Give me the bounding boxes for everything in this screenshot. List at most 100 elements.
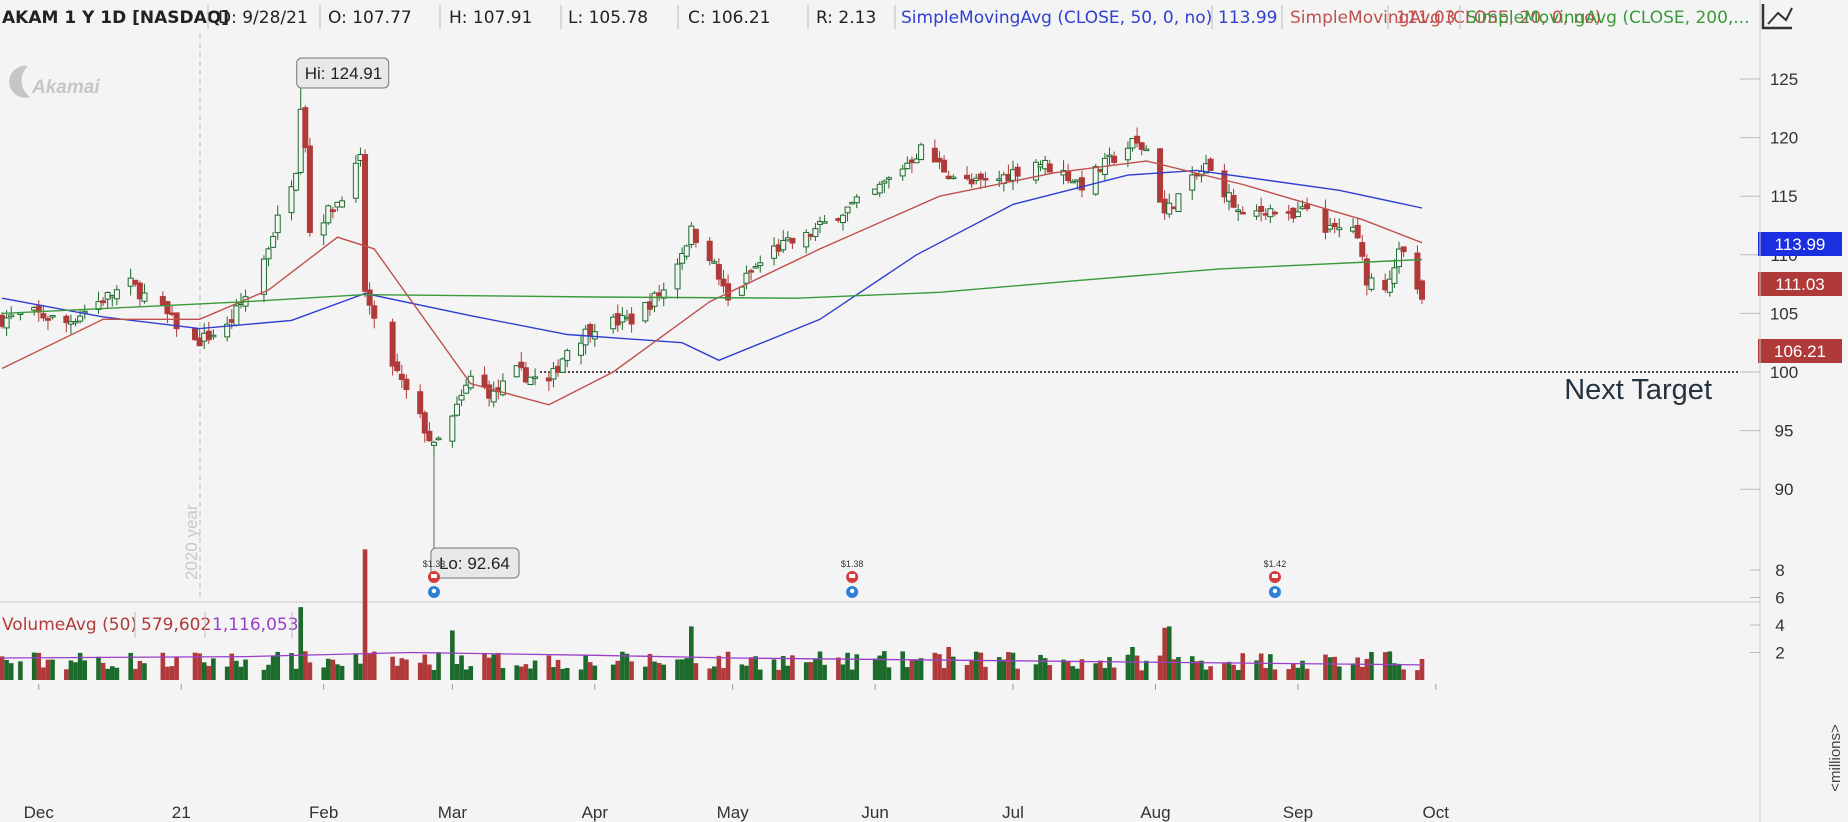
volume-bar [900, 651, 906, 680]
volume-bar [790, 655, 795, 680]
candle-body [513, 365, 520, 378]
volume-bar [224, 666, 230, 680]
volume-bar [371, 651, 377, 680]
volume-bar [693, 663, 699, 680]
volume-bar [1359, 666, 1365, 680]
time-tick-label: Jul [1002, 803, 1024, 822]
candle-body [449, 415, 456, 442]
candle-body [752, 266, 759, 269]
volume-bar [165, 666, 170, 680]
volume-bar [142, 663, 147, 680]
time-tick-label: Sep [1283, 803, 1313, 822]
volume-bar [201, 662, 207, 680]
candle-body [711, 261, 718, 264]
next-target-label: Next Target [1564, 374, 1712, 406]
volume-bar [1102, 667, 1108, 680]
price-axis: 9095100105110115120125 [1740, 70, 1798, 499]
candle-body [1138, 142, 1145, 150]
candle-body [812, 228, 819, 237]
volume-bar [1157, 655, 1163, 680]
volume-bar [707, 668, 713, 680]
volume-bar [325, 658, 331, 680]
volume-bar [64, 669, 69, 680]
range-label: R: 2.13 [816, 8, 876, 28]
time-tick-label: Dec [24, 803, 55, 822]
candle-body [1354, 224, 1361, 239]
volume-bar [1291, 663, 1296, 680]
candle-body [1111, 155, 1118, 163]
volume-bar [4, 659, 9, 680]
drawing-tool-icon[interactable] [1761, 4, 1793, 30]
candle-body [578, 342, 585, 356]
volume-bar [1125, 654, 1131, 680]
candle-body [1189, 174, 1196, 191]
volume-bar [514, 665, 519, 680]
candle-body [274, 214, 281, 234]
volume-bar [937, 654, 942, 680]
candle-body [1032, 161, 1039, 181]
volume-bar [1240, 653, 1246, 680]
volume-bar [427, 664, 432, 680]
volume-bar [1382, 652, 1388, 680]
candle-body [913, 158, 920, 164]
volume-bar [1323, 654, 1328, 680]
volume-bar [872, 658, 878, 680]
volume-bar [1336, 666, 1342, 680]
candle-body [720, 278, 727, 287]
volume-bar [394, 665, 400, 680]
candle-body [1069, 180, 1076, 184]
volume-bar [1415, 670, 1420, 680]
candle-body [1363, 258, 1370, 286]
volume-bar [303, 651, 308, 680]
volume-bar [877, 655, 883, 680]
candle-body [1368, 277, 1375, 290]
volume-bar [983, 666, 988, 680]
symbol-label: AKAM 1 Y 1D [NASDAQ] [2, 8, 229, 28]
logo-text: Akamai [31, 77, 100, 98]
earnings-icon-mark [1272, 588, 1278, 594]
volume-bar [500, 667, 506, 680]
candle-body [1157, 148, 1164, 203]
candle-body [499, 380, 506, 396]
volume-bar [656, 662, 662, 680]
candle-body [224, 323, 231, 338]
price-tick-label: 100 [1770, 363, 1798, 382]
volume-bar [739, 664, 745, 680]
volume-bar [298, 607, 304, 680]
volume-bar [1419, 658, 1425, 680]
volume-bar [1258, 653, 1264, 680]
volume-bar [36, 652, 42, 680]
volume-bar [578, 669, 584, 680]
candle-body [844, 206, 851, 214]
volume-bar [293, 668, 299, 680]
candle-body [1092, 166, 1099, 195]
price-tick-label: 115 [1770, 187, 1797, 206]
candle-body [173, 312, 180, 330]
volume-bar [1387, 651, 1393, 680]
volume-bar [1001, 659, 1007, 680]
candle-body [260, 258, 267, 295]
volume-bar [31, 652, 37, 680]
candle-body [394, 361, 401, 372]
candle-body [931, 147, 938, 163]
candle-body [371, 305, 378, 319]
time-tick-label: May [717, 803, 750, 822]
dividend-icon-mark [1271, 574, 1278, 578]
volume-bar [1038, 654, 1043, 680]
volume-bar [234, 660, 239, 680]
volume-bar [803, 662, 809, 680]
price-tags: 113.99 111.03 106.21 [1758, 232, 1842, 363]
volume-bar [1047, 665, 1053, 680]
close-label: C: 106.21 [688, 8, 771, 28]
volume-bar [950, 656, 956, 680]
candle-body [651, 292, 658, 307]
candle-body [1294, 211, 1301, 218]
volume-bar [964, 665, 970, 680]
date-label: D: 9/28/21 [218, 8, 308, 28]
volume-bar [211, 658, 216, 680]
candle-body [49, 315, 56, 318]
candle-body [362, 154, 369, 292]
candle-body [293, 172, 300, 191]
volume-bar [289, 653, 294, 680]
volume-tick-label: 2 [1775, 644, 1784, 663]
